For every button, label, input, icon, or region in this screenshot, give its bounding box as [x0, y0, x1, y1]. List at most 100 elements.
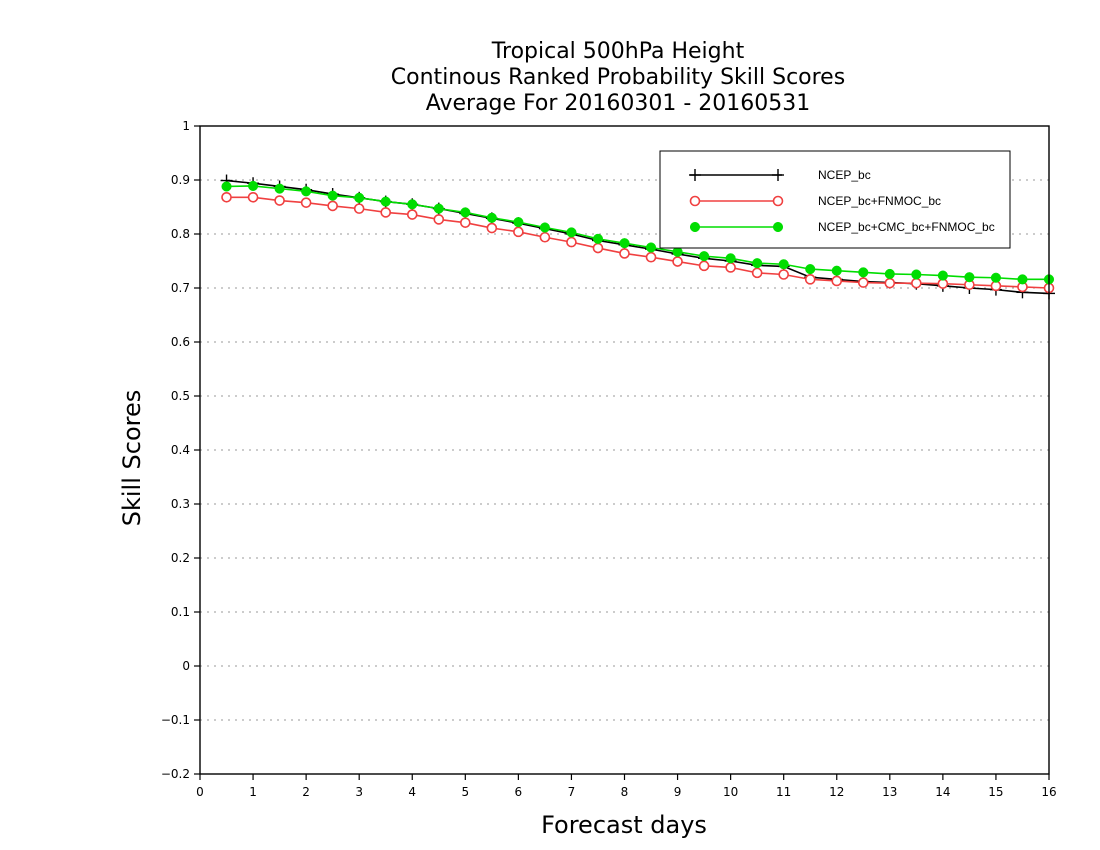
series-3-point	[699, 251, 710, 262]
series-2-point	[911, 277, 922, 289]
legend-entry-2: NCEP_bc+FNMOC_bc	[689, 194, 941, 208]
x-tick-label: 9	[674, 785, 682, 799]
series-3-point	[592, 233, 604, 244]
series-3-point	[566, 227, 577, 238]
x-axis-title: Forecast days	[541, 811, 707, 839]
series-3-point	[433, 203, 444, 214]
legend-label-2: NCEP_bc+FNMOC_bc	[818, 194, 941, 208]
legend-marker-start-2	[689, 195, 701, 207]
series-2-point	[645, 251, 657, 263]
y-tick-label: −0.1	[161, 713, 190, 727]
series-2-point	[460, 217, 471, 228]
series-2-point	[486, 222, 498, 234]
series-2-point	[831, 275, 843, 287]
series-2-point	[406, 209, 418, 220]
legend-entry-3: NCEP_bc+CMC_bc+FNMOC_bc	[689, 220, 995, 234]
x-tick-label: 15	[988, 785, 1003, 799]
series-3-point	[248, 180, 259, 191]
series-2-point	[566, 236, 577, 248]
series-3-point	[937, 270, 948, 281]
y-tick-label: 0.9	[171, 173, 190, 187]
y-axis-title: Skill Scores	[118, 390, 146, 527]
series-2-point	[300, 197, 312, 208]
series-2-point	[433, 214, 445, 225]
series-3-point	[645, 242, 657, 253]
series-3-point	[407, 199, 418, 210]
series-3-point	[778, 259, 789, 270]
series-3-point	[1017, 274, 1028, 285]
legend-label-3: NCEP_bc+CMC_bc+FNMOC_bc	[818, 220, 995, 234]
x-tick-label: 2	[302, 785, 310, 799]
series-2-point	[247, 191, 259, 203]
series-2-point	[513, 226, 524, 238]
x-tick-label: 1	[249, 785, 257, 799]
series-3-point	[354, 192, 365, 203]
series-2-point	[619, 248, 630, 259]
y-tick-label: 0.7	[171, 281, 190, 295]
series-2-point	[672, 256, 683, 267]
y-tick-label: 0.2	[171, 551, 190, 565]
legend: NCEP_bc NCEP_bc+FNMOC_bc NCEP_bc+CMC_bc+FN…	[659, 150, 1011, 249]
series-2-point	[592, 242, 604, 254]
series-3-point	[964, 272, 975, 283]
series-2-point	[274, 195, 285, 206]
series-3-point	[619, 238, 630, 249]
series-2	[221, 191, 1055, 294]
chart-title-line-3: Average For 20160301 - 20160531	[426, 91, 811, 116]
series-3-point	[539, 222, 550, 233]
x-tick-label: 10	[723, 785, 738, 799]
y-tick-label: 0.5	[171, 389, 190, 403]
y-tick-label: 1	[182, 119, 190, 133]
y-tick-label: 0.6	[171, 335, 190, 349]
series-2-point	[221, 191, 232, 203]
series-3-point	[460, 207, 471, 218]
x-tick-label: 14	[935, 785, 950, 799]
series-3-point	[884, 268, 895, 280]
x-tick-label: 3	[355, 785, 363, 799]
legend-entry-1: NCEP_bc	[689, 168, 871, 182]
chart-title-line-2: Continous Ranked Probability Skill Score…	[391, 65, 845, 90]
series-3	[221, 180, 1055, 285]
x-tick-label: 6	[515, 785, 523, 799]
series-3-point	[752, 258, 763, 269]
series-2-point	[539, 231, 551, 243]
y-tick-label: 0	[182, 659, 190, 673]
series-2-point	[778, 269, 789, 280]
series-3-point	[486, 212, 497, 223]
legend-marker-end-1	[772, 169, 784, 181]
series-2-point	[884, 277, 896, 289]
series-3-point	[327, 190, 338, 201]
series-layer	[220, 174, 1055, 300]
series-2-point	[751, 267, 763, 279]
series-3-point	[831, 265, 842, 276]
y-tick-label: 0.4	[171, 443, 190, 457]
x-tick-label: 12	[829, 785, 844, 799]
series-3-point	[858, 267, 869, 278]
x-tick-label: 8	[621, 785, 629, 799]
y-tick-label: 0.1	[171, 605, 190, 619]
series-2-point	[380, 207, 392, 218]
series-3-point	[990, 272, 1001, 283]
x-tick-label: 13	[882, 785, 897, 799]
legend-box	[659, 150, 1011, 249]
series-3-point	[301, 186, 312, 197]
series-3-point	[911, 269, 922, 280]
y-tick-label: −0.2	[161, 767, 190, 781]
series-2-point	[804, 274, 816, 285]
series-3-point	[725, 253, 736, 264]
series-3-point	[380, 196, 391, 207]
series-2-point	[857, 277, 869, 288]
x-tick-label: 4	[408, 785, 416, 799]
y-tick-label: 0.8	[171, 227, 190, 241]
series-2-point	[353, 203, 365, 214]
x-tick-label: 11	[776, 785, 791, 799]
legend-marker-end-3	[772, 221, 784, 233]
x-tick-label: 7	[568, 785, 576, 799]
legend-marker-start-3	[689, 221, 701, 233]
chart-title-line-1: Tropical 500hPa Height	[491, 39, 745, 64]
axis-ticks: −0.2−0.100.10.20.30.40.50.60.70.80.910 1 2…	[161, 119, 1057, 799]
legend-marker-start-1	[689, 169, 701, 181]
